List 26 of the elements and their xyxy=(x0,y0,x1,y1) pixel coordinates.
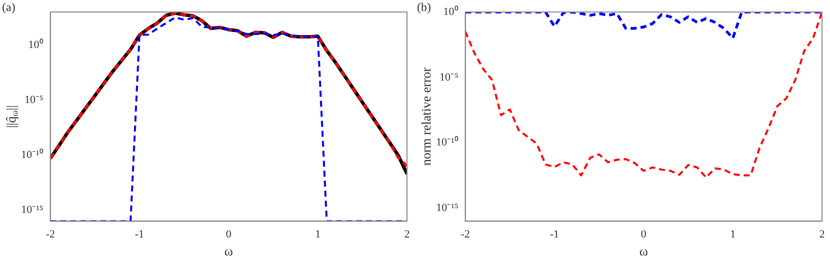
x-axis-title: ω xyxy=(639,244,648,259)
chart-title: (b) xyxy=(417,0,431,14)
y-tick-label: 10⁻¹⁵ xyxy=(21,204,44,216)
x-tick-label: 0 xyxy=(640,228,647,241)
line-series xyxy=(465,12,822,178)
x-tick-label: 2 xyxy=(819,228,825,241)
y-axis-title: norm relative error xyxy=(418,66,434,166)
y-tick-label: 10⁰ xyxy=(28,38,44,51)
x-axis-title: ω xyxy=(224,244,234,259)
y-tick-label: 10⁻⁵ xyxy=(24,94,44,106)
x-tick-label: -1 xyxy=(550,228,560,241)
x-tick-label: -2 xyxy=(460,228,470,241)
y-tick-label: 10⁻¹⁰ xyxy=(436,136,458,149)
x-tick-label: 1 xyxy=(730,228,736,241)
y-tick-label: 10⁻¹⁵ xyxy=(436,202,458,214)
chart-title: (a) xyxy=(2,0,16,14)
x-tick-label: 2 xyxy=(404,228,410,241)
x-tick-label: 0 xyxy=(226,228,232,241)
y-tick-label: 10⁻¹⁰ xyxy=(20,148,44,162)
line-series xyxy=(465,12,822,40)
y-tick-label: 10⁰ xyxy=(443,4,458,18)
y-tick-label: 10⁻⁵ xyxy=(439,71,458,84)
y-axis-title: ||q̂ω|| xyxy=(3,105,20,128)
x-tick-label: -1 xyxy=(134,228,144,241)
x-tick-label: 1 xyxy=(315,228,321,241)
x-tick-label: -2 xyxy=(46,228,55,241)
